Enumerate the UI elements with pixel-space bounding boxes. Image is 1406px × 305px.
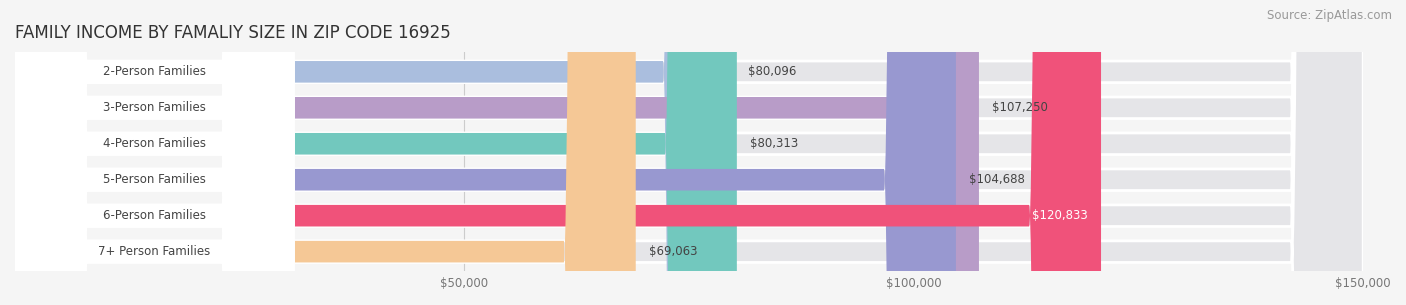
FancyBboxPatch shape xyxy=(15,0,294,305)
FancyBboxPatch shape xyxy=(15,0,1364,305)
Text: 6-Person Families: 6-Person Families xyxy=(103,209,205,222)
FancyBboxPatch shape xyxy=(15,0,294,305)
FancyBboxPatch shape xyxy=(15,0,636,305)
Text: 3-Person Families: 3-Person Families xyxy=(103,101,205,114)
Text: FAMILY INCOME BY FAMALIY SIZE IN ZIP CODE 16925: FAMILY INCOME BY FAMALIY SIZE IN ZIP COD… xyxy=(15,24,451,42)
FancyBboxPatch shape xyxy=(15,0,737,305)
FancyBboxPatch shape xyxy=(15,0,1364,305)
Text: $80,096: $80,096 xyxy=(748,65,797,78)
Text: Source: ZipAtlas.com: Source: ZipAtlas.com xyxy=(1267,9,1392,22)
Text: 7+ Person Families: 7+ Person Families xyxy=(98,245,211,258)
Text: $107,250: $107,250 xyxy=(993,101,1049,114)
FancyBboxPatch shape xyxy=(15,0,294,305)
FancyBboxPatch shape xyxy=(15,0,1364,305)
FancyBboxPatch shape xyxy=(15,0,735,305)
Text: $120,833: $120,833 xyxy=(1032,209,1088,222)
FancyBboxPatch shape xyxy=(15,0,1364,305)
FancyBboxPatch shape xyxy=(15,0,979,305)
Text: $104,688: $104,688 xyxy=(969,173,1025,186)
FancyBboxPatch shape xyxy=(15,0,294,305)
Text: 2-Person Families: 2-Person Families xyxy=(103,65,205,78)
FancyBboxPatch shape xyxy=(15,0,1101,305)
FancyBboxPatch shape xyxy=(15,0,1364,305)
FancyBboxPatch shape xyxy=(15,0,956,305)
Text: 4-Person Families: 4-Person Families xyxy=(103,137,205,150)
FancyBboxPatch shape xyxy=(15,0,1364,305)
FancyBboxPatch shape xyxy=(15,0,294,305)
FancyBboxPatch shape xyxy=(15,0,294,305)
Text: $80,313: $80,313 xyxy=(751,137,799,150)
Text: 5-Person Families: 5-Person Families xyxy=(103,173,205,186)
Text: $69,063: $69,063 xyxy=(650,245,697,258)
